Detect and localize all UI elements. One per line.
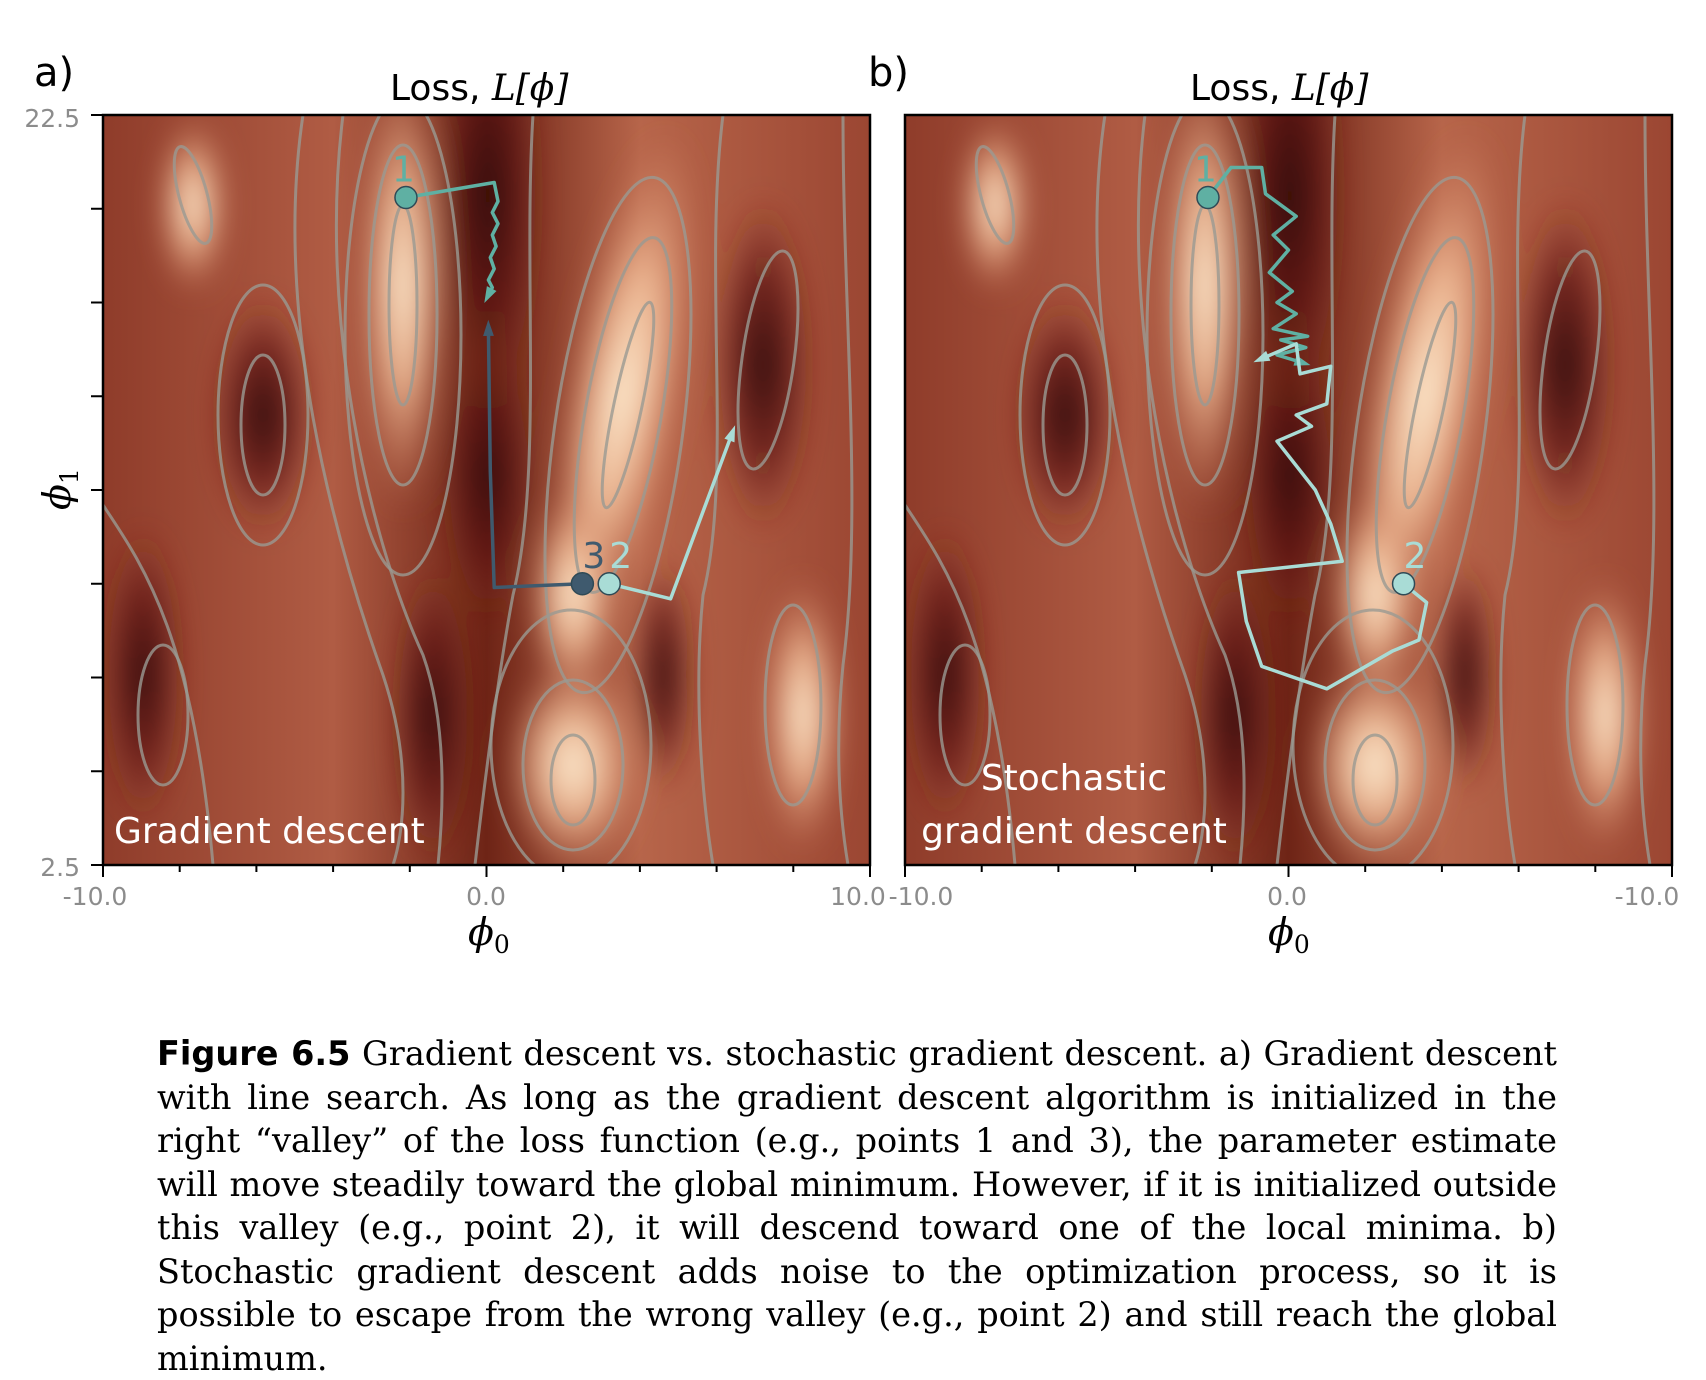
ticks-b <box>904 865 1673 877</box>
start-point-label-3: 3 <box>582 536 605 577</box>
figure-6-5: a) Loss, L[ϕ] 22.5 2.5 -10.0 0.0 10.0 ϕ0… <box>24 0 1680 959</box>
x-tick-b-mid: 0.0 <box>1267 882 1307 911</box>
trajectory-arrowhead <box>724 425 736 443</box>
start-point-1 <box>1196 185 1220 210</box>
y-tick-bottom: 2.5 <box>40 853 80 882</box>
x-tick-b-right: -10.0 <box>1615 882 1680 911</box>
panel-b-label: b) <box>868 50 909 96</box>
y-axis-label: ϕ1 <box>35 468 84 510</box>
start-point-1 <box>394 185 418 210</box>
ticks-a <box>91 114 871 877</box>
trajectory-from-2 <box>608 433 734 601</box>
x-axis-label-a: ϕ0 <box>468 910 510 959</box>
start-point-label-2: 2 <box>609 536 632 577</box>
trajectory-from-2 <box>1236 342 1429 691</box>
loss-surface-b <box>905 0 1672 880</box>
x-tick-a-left: -10.0 <box>63 882 128 911</box>
method-label-b-line2: gradient descent <box>921 811 1227 852</box>
trajectories-b: 12 <box>1194 150 1429 691</box>
start-point-label-2: 2 <box>1404 536 1427 577</box>
panel-a: a) Loss, L[ϕ] 22.5 2.5 -10.0 0.0 10.0 ϕ0… <box>24 0 886 959</box>
start-point-2 <box>597 572 621 596</box>
x-tick-a-mid: 0.0 <box>466 882 506 911</box>
panel-b-title: Loss, L[ϕ] <box>1190 68 1369 109</box>
caption-text: Gradient descent vs. stochastic gradient… <box>157 1034 1557 1378</box>
trajectory-arrowhead <box>483 319 494 336</box>
figure-caption: Figure 6.5 Gradient descent vs. stochast… <box>157 1032 1557 1380</box>
trajectory-from-1 <box>405 180 500 296</box>
caption-label: Figure 6.5 <box>157 1034 351 1073</box>
x-tick-b-left: -10.0 <box>889 882 954 911</box>
x-axis-label-b: ϕ0 <box>1268 910 1310 959</box>
method-label-a: Gradient descent <box>114 811 425 852</box>
trajectories-a: 1 23 <box>392 150 736 601</box>
panel-a-title: Loss, L[ϕ] <box>390 68 569 109</box>
start-point-2 <box>1391 572 1416 596</box>
panel-a-label: a) <box>34 50 74 96</box>
trajectory-from-1 <box>1206 165 1310 365</box>
start-point-label-1: 1 <box>392 150 415 191</box>
trajectory-arrowhead <box>484 286 497 303</box>
method-label-b-line1: Stochastic <box>981 758 1167 799</box>
y-tick-top: 22.5 <box>24 104 80 133</box>
trajectory-from-3 <box>486 328 583 590</box>
trajectory-arrowhead <box>1253 350 1271 363</box>
start-point-3 <box>570 572 595 596</box>
loss-surface-a <box>103 0 870 880</box>
panel-b: b) Loss, L[ϕ] -10.0 0.0 -10.0 ϕ0 Stochas… <box>868 0 1680 959</box>
start-point-label-1: 1 <box>1194 150 1217 191</box>
x-tick-a-right: 10.0 <box>830 882 886 911</box>
